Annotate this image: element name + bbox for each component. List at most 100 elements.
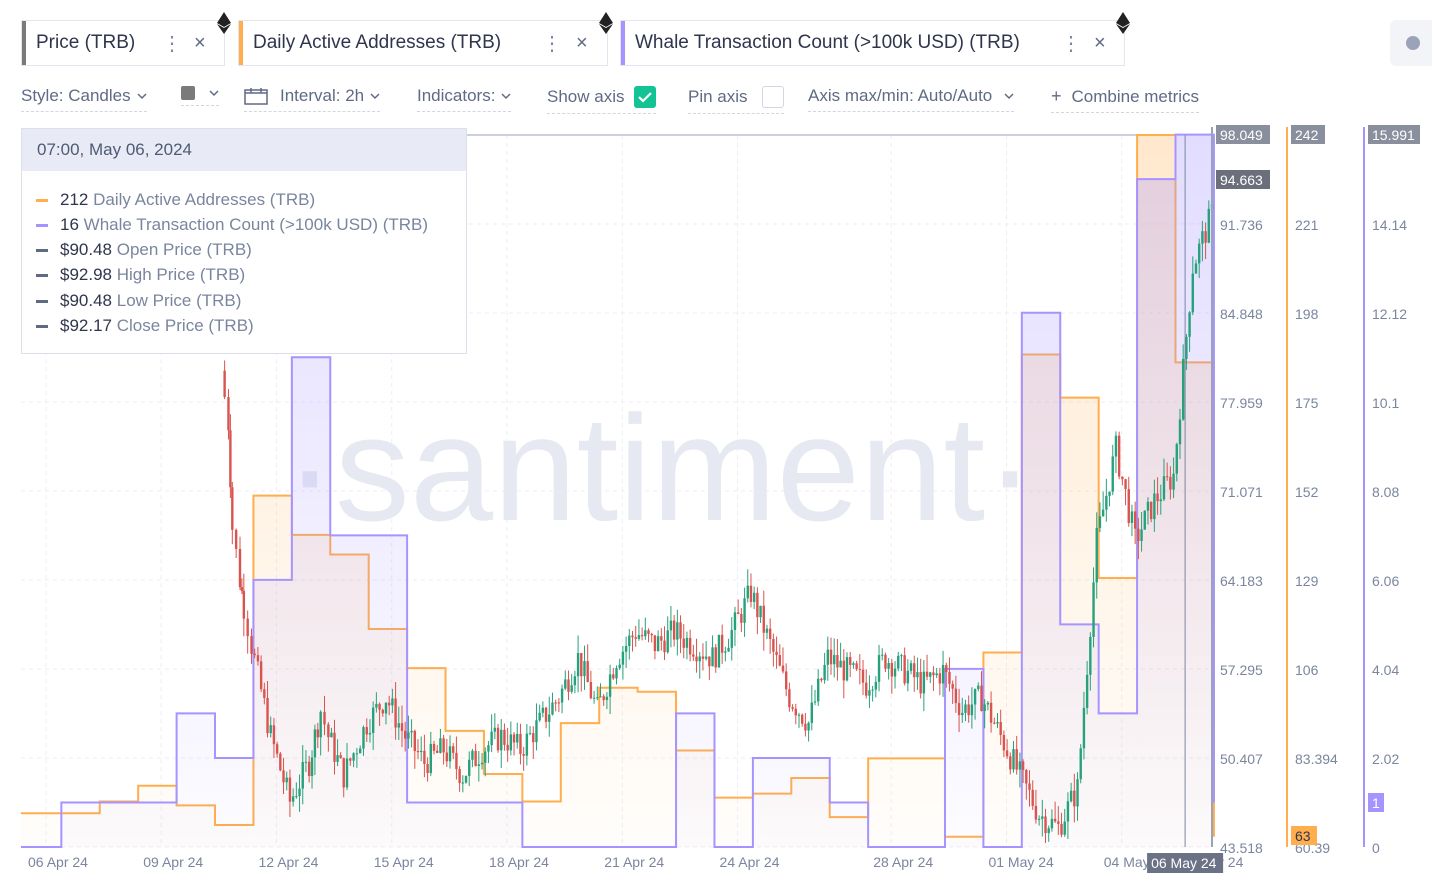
price-candle — [855, 663, 858, 669]
price-candle — [1095, 527, 1098, 583]
axis-maxmin-dropdown[interactable]: Axis max/min: Auto/Auto — [808, 86, 1015, 112]
price-candle — [1140, 529, 1143, 541]
pin-axis-checkbox[interactable] — [761, 86, 784, 108]
color-dropdown[interactable] — [181, 86, 219, 106]
price-candle — [1063, 821, 1066, 835]
combine-metrics-button[interactable]: + Combine metrics — [1051, 86, 1200, 113]
price-candle — [724, 651, 727, 653]
tab-color-bar — [621, 21, 625, 65]
price-axis-tick-label: 43.518 — [1220, 840, 1263, 856]
interval-dropdown[interactable]: Interval: 2h — [244, 86, 381, 112]
price-candle — [765, 628, 769, 633]
price-candle — [1188, 312, 1191, 337]
tooltip-row: $92.98 High Price (TRB) — [36, 265, 245, 285]
price-candle — [461, 782, 465, 784]
price-candle — [820, 678, 823, 681]
show-axis-toggle[interactable]: Show axis — [547, 86, 657, 114]
price-axis-tick-label: 57.295 — [1220, 662, 1263, 678]
tab-color-bar — [239, 21, 243, 65]
price-candle — [849, 657, 852, 665]
price-candle — [596, 697, 599, 699]
price-candle — [861, 669, 865, 683]
price-candle — [304, 761, 308, 763]
price-candle — [804, 723, 807, 731]
price-candle — [487, 745, 490, 752]
price-candle — [644, 630, 647, 637]
plus-icon: + — [1051, 86, 1062, 106]
price-candle — [688, 637, 692, 655]
price-candle — [663, 640, 666, 653]
price-candle — [1162, 476, 1166, 500]
price-candle — [695, 656, 698, 662]
price-candle — [263, 689, 266, 698]
price-candle — [640, 635, 644, 637]
x-tick-label: 12 Apr 24 — [259, 854, 319, 870]
price-candle — [509, 734, 513, 751]
x-tick-label: 18 Apr 24 — [489, 854, 549, 870]
active-addresses-axis-tick-label: 221 — [1295, 217, 1319, 233]
price-candle — [420, 750, 423, 753]
active-addresses-axis-tick-label: 83.394 — [1295, 751, 1338, 767]
show-axis-checkbox[interactable] — [634, 86, 657, 108]
close-icon[interactable]: × — [1094, 31, 1106, 54]
price-candle — [576, 653, 580, 677]
price-candle — [403, 730, 407, 739]
style-label: Style: Candles — [21, 86, 131, 105]
whale-count-axis-tick-label: 4.04 — [1372, 662, 1399, 678]
price-candle — [752, 592, 756, 602]
tooltip-value: 212 — [60, 190, 89, 209]
more-icon[interactable]: ⋮ — [1061, 32, 1081, 55]
chevron-down-icon — [137, 93, 147, 100]
price-candle — [567, 679, 570, 692]
tab-price[interactable]: Price (TRB) ⋮ × — [21, 12, 231, 66]
more-icon[interactable]: ⋮ — [542, 32, 562, 55]
price-candle — [1133, 511, 1137, 529]
more-icon[interactable]: ⋮ — [162, 32, 182, 55]
settings-button[interactable] — [1390, 20, 1432, 66]
price-candle — [1050, 818, 1054, 829]
price-candle — [391, 698, 394, 706]
active-min-badge-label: 63 — [1295, 828, 1311, 844]
close-icon[interactable]: × — [576, 31, 588, 54]
price-candle — [1172, 473, 1175, 490]
price-candle — [323, 711, 326, 725]
tooltip-row: 16 Whale Transaction Count (>100k USD) (… — [36, 215, 428, 235]
price-candle — [1021, 761, 1025, 771]
close-icon[interactable]: × — [194, 31, 206, 54]
price-candle — [925, 671, 929, 677]
tooltip-row: $90.48 Low Price (TRB) — [36, 291, 241, 311]
price-candle — [833, 655, 836, 665]
price-candle — [592, 697, 596, 699]
x-tick-label: 24 Apr 24 — [720, 854, 780, 870]
price-candle — [871, 689, 874, 691]
show-axis-label: Show axis — [547, 87, 625, 106]
tab-whale-transaction-count[interactable]: Whale Transaction Count (>100k USD) (TRB… — [620, 12, 1130, 66]
price-candle — [903, 655, 906, 684]
price-candle — [858, 668, 862, 670]
price-candle — [560, 688, 564, 703]
price-candle — [400, 723, 404, 731]
price-candle — [874, 681, 878, 690]
x-tick-label: 21 Apr 24 — [604, 854, 664, 870]
price-candle — [615, 668, 618, 679]
price-candle — [223, 370, 226, 398]
price-candle — [730, 629, 733, 648]
price-candle — [608, 674, 612, 697]
price-candle — [1018, 761, 1022, 770]
style-dropdown[interactable]: Style: Candles — [21, 86, 147, 112]
price-candle — [813, 701, 817, 703]
price-candle — [666, 630, 669, 653]
price-candle — [319, 711, 322, 738]
pin-axis-toggle[interactable]: Pin axis — [688, 86, 784, 114]
price-candle — [794, 708, 797, 716]
price-candle — [339, 755, 342, 759]
tab-daily-active-addresses[interactable]: Daily Active Addresses (TRB) ⋮ × — [238, 12, 613, 66]
price-candle — [275, 744, 279, 754]
indicators-dropdown[interactable]: Indicators: — [417, 86, 512, 112]
price-candle — [564, 679, 567, 689]
price-candle — [865, 682, 868, 696]
price-candle — [371, 707, 375, 733]
price-candle — [436, 750, 439, 753]
price-candle — [551, 702, 554, 715]
